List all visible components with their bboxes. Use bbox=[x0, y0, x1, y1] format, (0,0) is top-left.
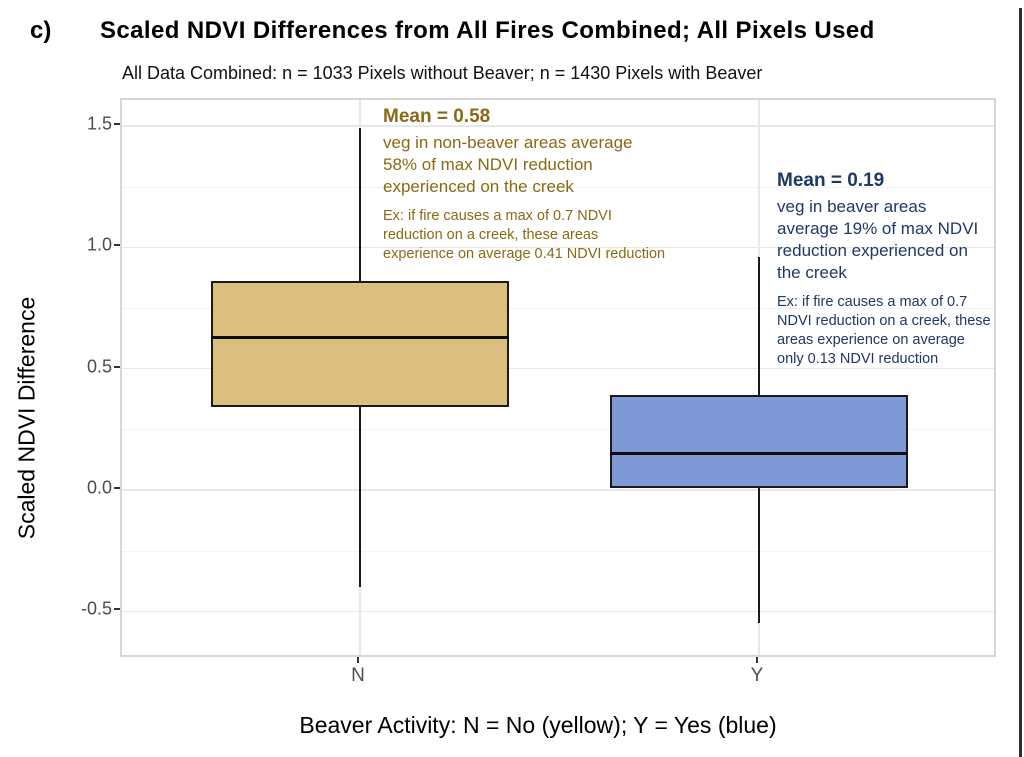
chart-subtitle: All Data Combined: n = 1033 Pixels witho… bbox=[122, 63, 763, 83]
y-tick-label: 1.5 bbox=[86, 113, 112, 134]
y-tick-mark bbox=[114, 608, 120, 611]
panel-tag: c) bbox=[30, 17, 52, 44]
minor-gridline bbox=[122, 429, 994, 431]
annotation-no-beaver: Mean = 0.58 veg in non-beaver areas aver… bbox=[383, 106, 665, 264]
iqr-box bbox=[610, 395, 908, 488]
x-axis-title: Beaver Activity: N = No (yellow); Y = Ye… bbox=[299, 712, 777, 738]
median-line bbox=[211, 335, 509, 339]
y-tick-mark bbox=[114, 122, 120, 125]
minor-gridline bbox=[122, 550, 994, 552]
minor-gridline bbox=[122, 307, 994, 309]
iqr-box bbox=[211, 281, 509, 408]
annotation-beaver: Mean = 0.19 veg in beaver areas average … bbox=[777, 170, 991, 369]
major-gridline bbox=[122, 367, 994, 370]
x-tick-mark bbox=[756, 657, 758, 663]
y-tick-label: 1.0 bbox=[86, 234, 112, 255]
x-tick-label: N bbox=[351, 665, 365, 686]
annotation-no-beaver-example: Ex: if fire causes a max of 0.7 NDVI red… bbox=[383, 208, 666, 262]
figure-right-border bbox=[1019, 8, 1022, 757]
annotation-no-beaver-mean: Mean = 0.58 bbox=[383, 106, 491, 127]
major-gridline bbox=[122, 125, 994, 127]
annotation-beaver-example: Ex: if fire causes a max of 0.7 NDVI red… bbox=[777, 294, 991, 367]
median-line bbox=[610, 452, 908, 456]
y-tick-label: 0.5 bbox=[86, 356, 112, 377]
major-gridline bbox=[122, 489, 994, 491]
x-tick-label: Y bbox=[750, 665, 764, 686]
minor-gridline bbox=[122, 186, 994, 188]
major-gridline bbox=[122, 246, 994, 249]
y-tick-mark bbox=[114, 487, 120, 489]
chart-title: Scaled NDVI Differences from All Fires C… bbox=[100, 17, 875, 44]
y-tick-label: 0.0 bbox=[86, 477, 112, 498]
y-tick-mark bbox=[114, 365, 120, 368]
annotation-beaver-body: veg in beaver areas average 19% of max N… bbox=[777, 197, 979, 282]
major-gridline bbox=[122, 610, 994, 613]
x-tick-mark bbox=[357, 657, 359, 663]
plot-panel bbox=[120, 98, 996, 657]
y-axis-title: Scaled NDVI Difference bbox=[13, 296, 40, 540]
y-tick-mark bbox=[114, 244, 120, 247]
y-tick-label: -0.5 bbox=[80, 598, 112, 619]
annotation-no-beaver-body: veg in non-beaver areas average 58% of m… bbox=[383, 133, 633, 196]
annotation-beaver-mean: Mean = 0.19 bbox=[777, 170, 885, 191]
